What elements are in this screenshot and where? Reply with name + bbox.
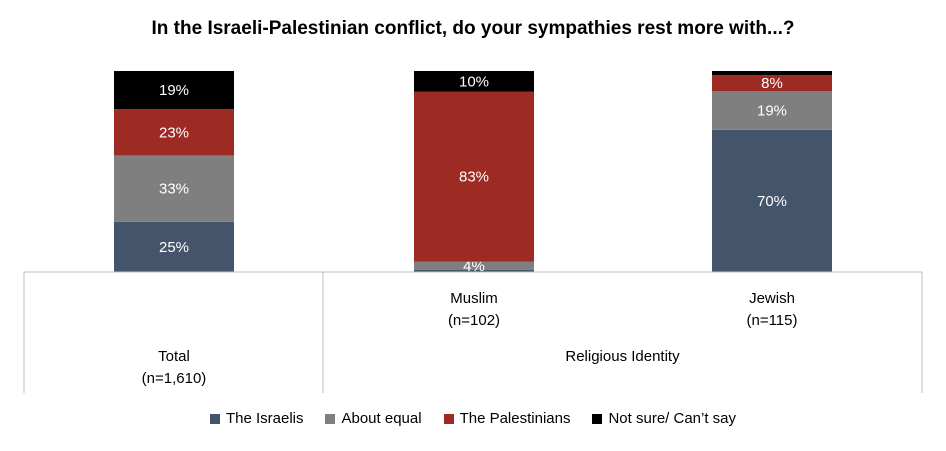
data-label: 4%	[463, 258, 485, 275]
legend-swatch	[592, 413, 603, 424]
bar-segment-muslim-the-palestinians	[414, 91, 534, 262]
legend-label: About equal	[341, 410, 422, 427]
legend-label: The Palestinians	[459, 410, 571, 427]
legend-label: Not sure/ Can’t say	[608, 410, 737, 427]
category-muslim-label: Muslim	[450, 290, 498, 307]
legend-item: Not sure/ Can’t say	[592, 410, 736, 427]
bars-layer: 25% 33% 23% 19% 4% 83% 10% 70% 19% 8%	[114, 71, 832, 275]
group-label-religious-identity: Religious Identity	[565, 348, 680, 365]
category-total-n: (n=1,610)	[142, 370, 207, 387]
data-label: 19%	[159, 82, 189, 99]
bar-segment-total-about-equal	[114, 155, 234, 222]
legend-item: About equal	[325, 410, 422, 427]
data-label: 10%	[459, 73, 489, 90]
bar-segment-muslim-not-sure-can-t-say	[414, 71, 534, 92]
bar-segment-jewish-the-israelis	[712, 129, 832, 272]
bar-segment-jewish-the-palestinians	[712, 75, 832, 92]
legend-item: The Palestinians	[443, 410, 571, 427]
legend-item: The Israelis	[209, 410, 304, 427]
bar-segment-muslim-the-israelis	[414, 269, 534, 272]
category-labels: Total (n=1,610) Muslim (n=102) Jewish (n=115)…	[142, 290, 798, 387]
axis-frame	[23, 271, 923, 393]
legend: The Israelis About equal The Palestinians N…	[0, 410, 946, 427]
data-label: 8%	[761, 75, 783, 92]
category-total-label: Total	[158, 348, 190, 365]
data-label: 70%	[757, 193, 787, 210]
data-label: 33%	[159, 181, 189, 198]
category-jewish-label: Jewish	[749, 290, 795, 307]
bar-segment-muslim-about-equal	[414, 261, 534, 270]
legend-swatch	[209, 413, 220, 424]
data-label: 25%	[159, 239, 189, 256]
bar-segment-total-the-israelis	[114, 221, 234, 272]
data-label: 83%	[459, 169, 489, 186]
data-label: 19%	[757, 103, 787, 120]
bar-segment-jewish-not-sure-can-t-say	[712, 71, 832, 76]
bar-segment-jewish-about-equal	[712, 91, 832, 130]
legend-label: The Israelis	[225, 410, 304, 427]
bar-segment-total-the-palestinians	[114, 109, 234, 156]
legend-swatch	[443, 413, 454, 424]
category-muslim-n: (n=102)	[448, 312, 500, 329]
bar-segment-total-not-sure-can-t-say	[114, 71, 234, 110]
data-label: 23%	[159, 124, 189, 141]
chart-title: In the Israeli-Palestinian conflict, do …	[151, 18, 795, 39]
category-jewish-n: (n=115)	[746, 312, 797, 329]
legend-swatch	[325, 413, 336, 424]
